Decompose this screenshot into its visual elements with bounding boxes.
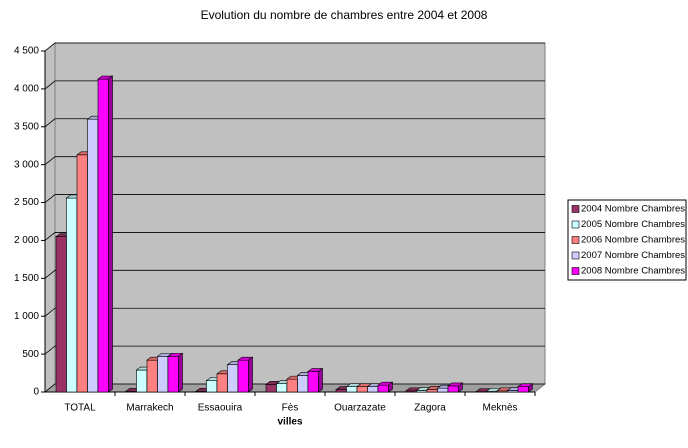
y-tick-label: 2 500	[14, 197, 39, 208]
legend-swatch	[572, 237, 579, 244]
bar-side	[109, 76, 113, 392]
x-tick-label: Fès	[282, 403, 299, 414]
bar-front	[98, 79, 109, 392]
bar-front	[298, 375, 309, 392]
back-wall	[55, 43, 545, 384]
bar-front	[336, 390, 347, 392]
y-tick-label: 500	[22, 349, 39, 360]
bar-front	[238, 360, 249, 392]
bar	[448, 383, 463, 392]
bar	[518, 384, 533, 392]
bar-front	[266, 384, 277, 392]
bar-front	[207, 381, 218, 392]
y-tick-label: 3 000	[14, 159, 39, 170]
bar-front	[287, 379, 298, 392]
bar-side	[319, 369, 323, 392]
bar-front	[347, 387, 358, 392]
bar	[378, 382, 393, 392]
y-tick-label: 0	[33, 387, 39, 398]
legend-swatch	[572, 221, 579, 228]
legend-label: 2006 Nombre Chambres	[581, 235, 685, 246]
bar-front	[137, 370, 148, 392]
bar-front	[448, 386, 459, 392]
bar-front	[277, 384, 288, 392]
x-tick-label: Marrakech	[126, 403, 173, 414]
bar-front	[158, 356, 169, 392]
y-tick-label: 1 500	[14, 273, 39, 284]
y-tick-label: 2 000	[14, 235, 39, 246]
bar-front	[168, 356, 179, 392]
y-tick-label: 4 500	[14, 46, 39, 57]
bar-side	[179, 353, 183, 392]
bar-front	[147, 360, 158, 392]
legend-swatch	[572, 206, 579, 213]
x-tick-label: TOTAL	[64, 403, 96, 414]
y-tick-label: 3 500	[14, 121, 39, 132]
bar-front	[56, 237, 67, 392]
x-tick-label: Zagora	[414, 403, 446, 414]
legend-label: 2004 Nombre Chambres	[581, 204, 685, 215]
bar-front	[518, 387, 529, 392]
y-tick-label: 1 000	[14, 311, 39, 322]
legend-label: 2007 Nombre Chambres	[581, 250, 685, 261]
chart-title: Evolution du nombre de chambres entre 20…	[201, 8, 488, 22]
legend-label: 2008 Nombre Chambres	[581, 266, 685, 277]
bar	[308, 369, 323, 392]
x-axis-label: villes	[277, 417, 302, 428]
bar-front	[357, 387, 368, 392]
bar-front	[77, 155, 88, 392]
legend-swatch	[572, 252, 579, 259]
bar-side	[249, 357, 253, 392]
side-wall	[45, 43, 55, 392]
bar-front	[67, 198, 78, 392]
bar-front	[228, 365, 239, 392]
legend-swatch	[572, 268, 579, 275]
x-tick-label: Essaouira	[198, 403, 243, 414]
bar-front	[217, 374, 228, 392]
legend-label: 2005 Nombre Chambres	[581, 219, 685, 230]
bar	[98, 76, 113, 392]
x-tick-label: Ouarzazate	[334, 403, 386, 414]
x-tick-label: Meknès	[482, 403, 517, 414]
bar-front	[368, 387, 379, 392]
bar-front	[427, 389, 438, 392]
bar-front	[378, 385, 389, 392]
y-tick-label: 4 000	[14, 84, 39, 95]
bar-front	[438, 388, 449, 392]
bar-front	[308, 372, 319, 392]
bar	[168, 353, 183, 392]
bar-front	[88, 119, 99, 392]
bar	[238, 357, 253, 392]
